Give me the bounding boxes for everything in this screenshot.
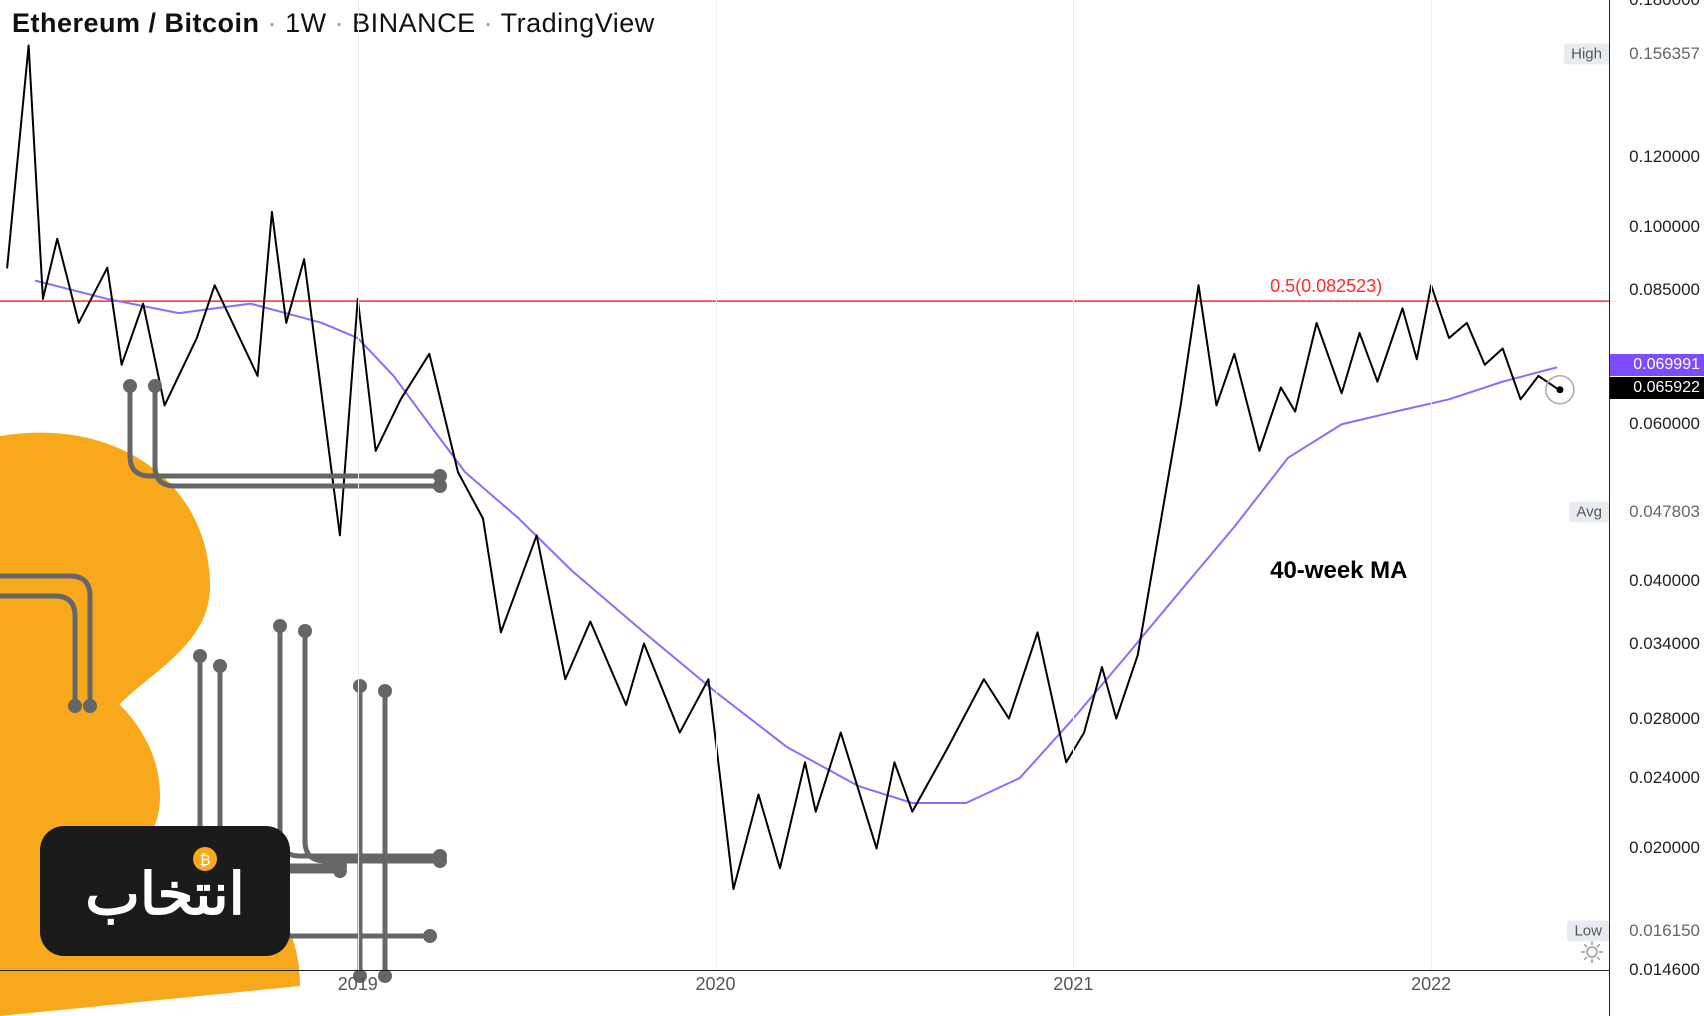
grid-line bbox=[358, 0, 359, 970]
grid-line bbox=[1431, 0, 1432, 970]
y-tick-label: 0.120000 bbox=[1614, 147, 1704, 167]
avg-value: 0.047803 bbox=[1614, 502, 1704, 522]
x-tick-label: 2020 bbox=[696, 974, 736, 995]
ma-line bbox=[36, 281, 1557, 803]
price-last-flag: 0.065922 bbox=[1610, 377, 1704, 399]
avg-badge: Avg bbox=[1569, 501, 1609, 522]
grid-line bbox=[1073, 0, 1074, 970]
y-tick-label: 0.028000 bbox=[1614, 709, 1704, 729]
y-tick-label: 0.060000 bbox=[1614, 414, 1704, 434]
ma-last-flag: 0.069991 bbox=[1610, 354, 1704, 376]
x-tick-label: 2021 bbox=[1053, 974, 1093, 995]
x-tick-label: 2019 bbox=[338, 974, 378, 995]
chart-root: Ethereum / Bitcoin · 1W · BINANCE · Trad… bbox=[0, 0, 1704, 1016]
y-tick-label: 0.020000 bbox=[1614, 838, 1704, 858]
high-value: 0.156357 bbox=[1614, 44, 1704, 64]
price-line bbox=[7, 45, 1556, 889]
high-badge: High bbox=[1564, 44, 1609, 65]
y-tick-label: 0.024000 bbox=[1614, 768, 1704, 788]
y-tick-label: 0.014600 bbox=[1614, 960, 1704, 980]
theme-icon[interactable] bbox=[1581, 941, 1603, 963]
y-tick-label: 0.100000 bbox=[1614, 217, 1704, 237]
ma-label: 40-week MA bbox=[1270, 557, 1407, 585]
y-tick-label: 0.085000 bbox=[1614, 280, 1704, 300]
x-axis[interactable] bbox=[0, 970, 1610, 1016]
price-chart-svg[interactable] bbox=[0, 0, 1610, 970]
x-tick-label: 2022 bbox=[1411, 974, 1451, 995]
fib-level-label: 0.5(0.082523) bbox=[1270, 276, 1382, 297]
y-tick-label: 0.040000 bbox=[1614, 571, 1704, 591]
y-tick-label: 0.180000 bbox=[1614, 0, 1704, 10]
y-tick-label: 0.034000 bbox=[1614, 634, 1704, 654]
low-value: 0.016150 bbox=[1614, 921, 1704, 941]
low-badge: Low bbox=[1567, 921, 1609, 942]
grid-line bbox=[716, 0, 717, 970]
